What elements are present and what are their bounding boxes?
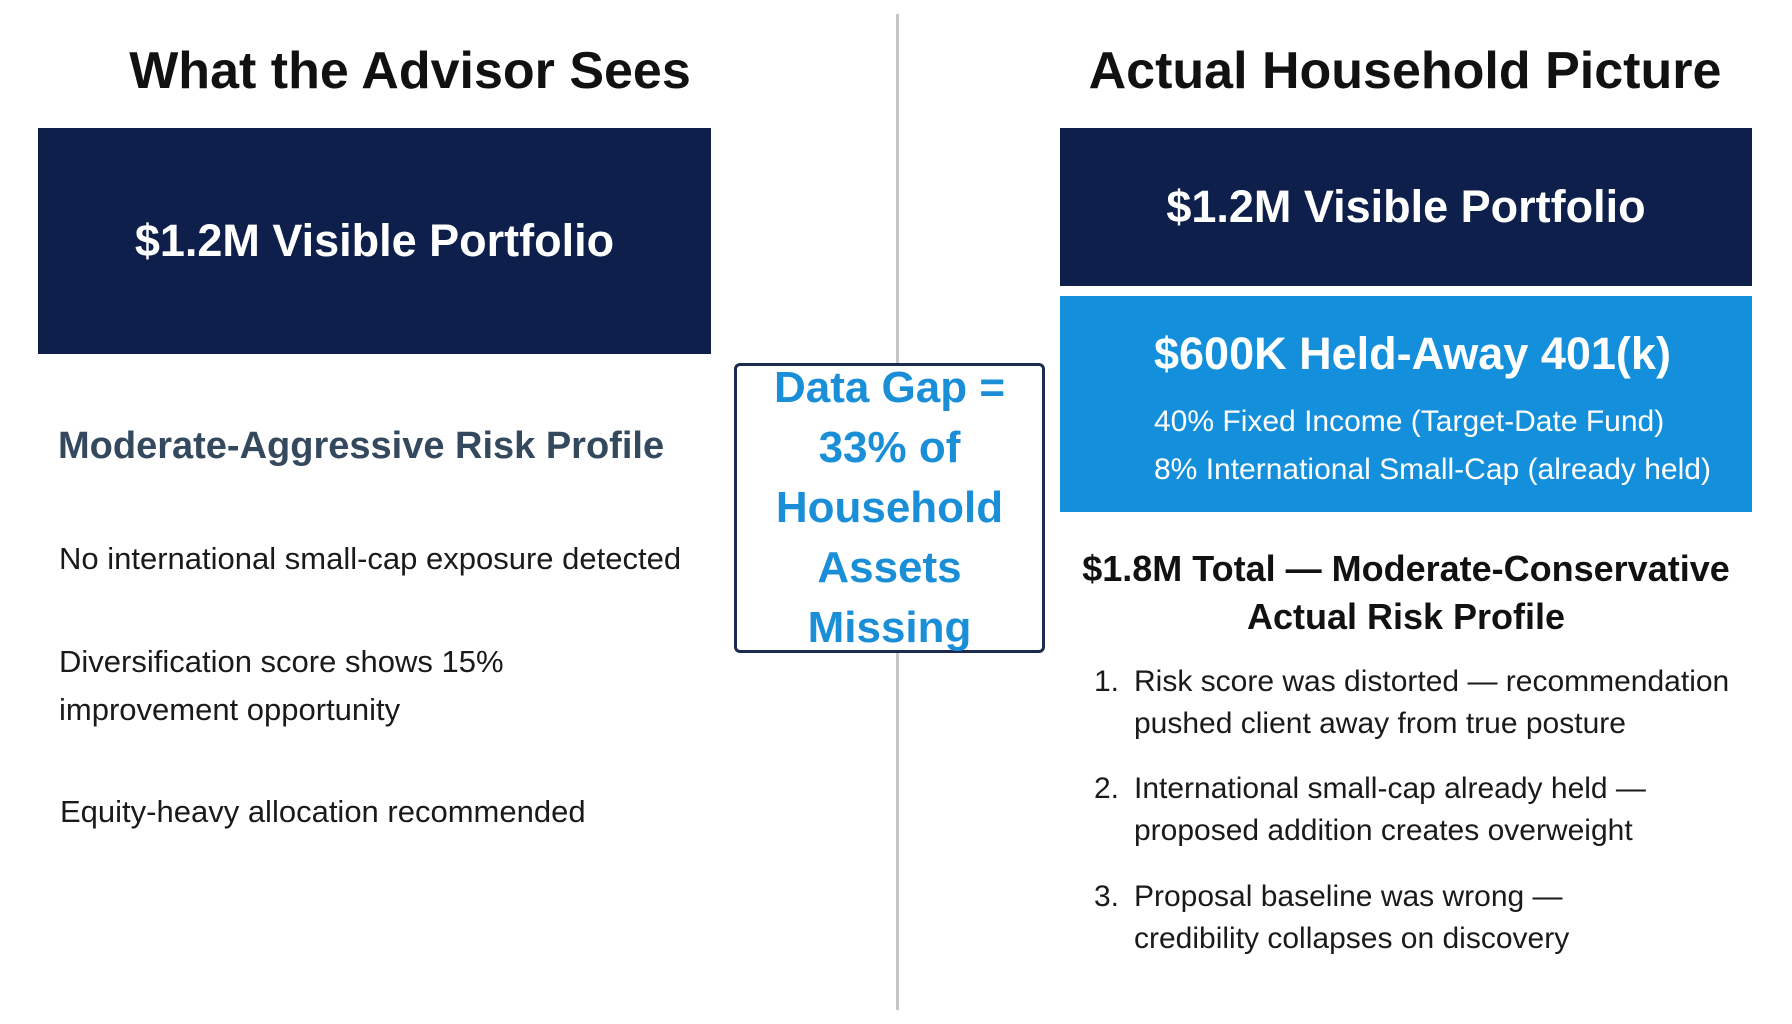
- data-gap-box: Data Gap = 33% of Household Assets Missi…: [734, 363, 1045, 653]
- household-total-line1: $1.8M Total — Moderate-Conservative: [1082, 548, 1730, 589]
- finding-line: International small-cap already held —: [1134, 772, 1646, 805]
- held-away-title: $600K Held-Away 401(k): [1154, 328, 1671, 379]
- household-total: $1.8M Total — Moderate-Conservative Actu…: [1060, 545, 1752, 641]
- data-gap-line: 33% of: [818, 423, 961, 472]
- left-finding-equity: Equity-heavy allocation recommended: [60, 794, 586, 829]
- finding-line: proposed addition creates overweight: [1134, 814, 1633, 847]
- data-gap-line: Data Gap =: [773, 363, 1006, 412]
- finding-line: pushed client away from true posture: [1134, 707, 1626, 740]
- data-gap-line: Assets Missing: [807, 543, 972, 652]
- finding-line: Risk score was distorted — recommendatio…: [1134, 665, 1730, 698]
- left-visible-portfolio-box: $1.2M Visible Portfolio: [38, 128, 711, 354]
- finding-line: credibility collapses on discovery: [1134, 922, 1570, 955]
- left-visible-portfolio-label: $1.2M Visible Portfolio: [134, 215, 615, 266]
- held-away-401k-box: $600K Held-Away 401(k) 40% Fixed Income …: [1060, 296, 1752, 512]
- household-total-line2: Actual Risk Profile: [1246, 596, 1566, 637]
- advisor-risk-profile: Moderate-Aggressive Risk Profile: [58, 425, 665, 467]
- finding-item-3: 3. Proposal baseline was wrong — credibi…: [1094, 876, 1734, 960]
- finding-item-2: 2. International small-cap already held …: [1094, 768, 1734, 852]
- held-away-intl-small-cap: 8% International Small-Cap (already held…: [1154, 453, 1711, 486]
- finding-number: 2.: [1094, 772, 1120, 805]
- held-away-fixed-income: 40% Fixed Income (Target-Date Fund): [1154, 405, 1665, 438]
- finding-line: Proposal baseline was wrong —: [1134, 880, 1563, 913]
- left-finding-diversification-cont: improvement opportunity: [59, 692, 401, 727]
- data-gap-line: Household: [775, 483, 1004, 532]
- right-heading: Actual Household Picture: [1088, 42, 1722, 100]
- left-finding-diversification: Diversification score shows 15%: [59, 644, 504, 679]
- finding-item-1: 1. Risk score was distorted — recommenda…: [1094, 661, 1734, 745]
- finding-number: 3.: [1094, 880, 1120, 913]
- right-visible-portfolio-label: $1.2M Visible Portfolio: [1166, 181, 1646, 232]
- left-finding-international: No international small-cap exposure dete…: [59, 541, 682, 576]
- data-gap-text: Data Gap = 33% of Household Assets Missi…: [740, 358, 1040, 658]
- finding-number: 1.: [1094, 665, 1120, 698]
- right-visible-portfolio-box: $1.2M Visible Portfolio: [1060, 128, 1752, 286]
- left-heading: What the Advisor Sees: [129, 42, 691, 100]
